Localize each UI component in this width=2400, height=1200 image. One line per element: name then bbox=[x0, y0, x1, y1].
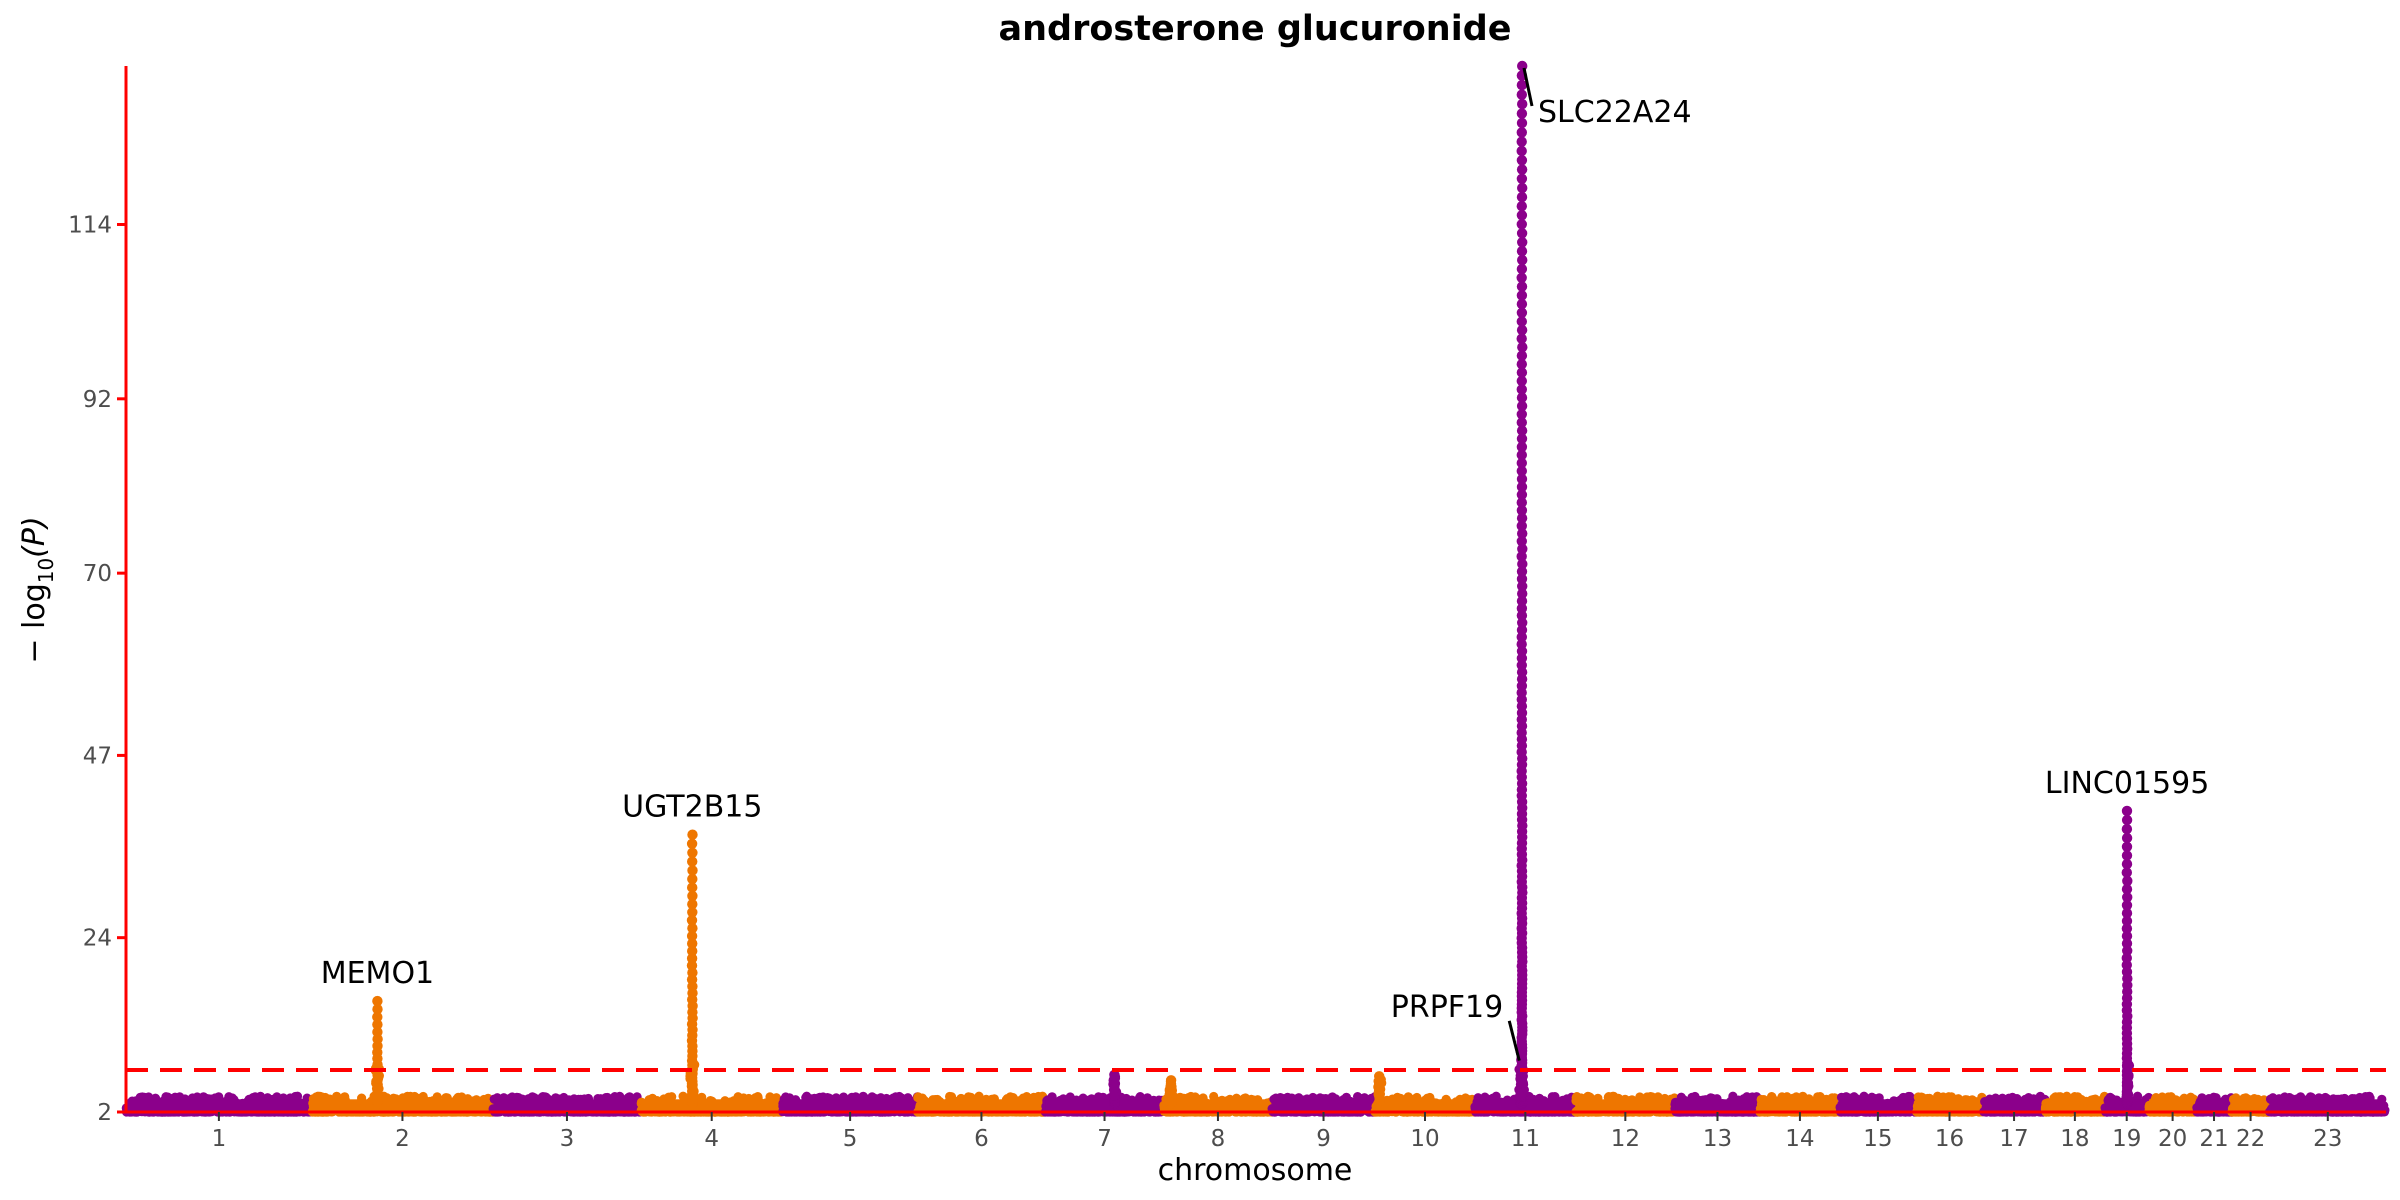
peak-snp-point bbox=[687, 890, 698, 902]
peak-snp-point bbox=[687, 945, 698, 957]
peak-snp-point bbox=[687, 873, 698, 885]
snp-band bbox=[1164, 1099, 1271, 1112]
peak-snp-point bbox=[1516, 108, 1528, 119]
peak-snp-point bbox=[1517, 254, 1528, 266]
peak-base-point bbox=[374, 1083, 384, 1094]
chromosome-2-points bbox=[307, 995, 498, 1117]
peak-snp-point bbox=[1516, 127, 1528, 138]
chromosome-8-points bbox=[1159, 1075, 1277, 1117]
peak-snp-point bbox=[686, 838, 698, 849]
peak-snp-point bbox=[687, 856, 698, 867]
peak-snp-point bbox=[686, 960, 698, 971]
chromosome-10-points bbox=[1370, 1071, 1480, 1117]
snp-band bbox=[1375, 1099, 1474, 1112]
peak-base-point bbox=[689, 1086, 699, 1097]
peak-base-point bbox=[1373, 1082, 1383, 1092]
peak-base-point bbox=[1515, 1091, 1525, 1101]
snp-band bbox=[1272, 1099, 1374, 1112]
peak-snp-point bbox=[1516, 89, 1528, 100]
peak-snp-point bbox=[1517, 98, 1528, 110]
peak-snp-point bbox=[1516, 155, 1528, 166]
peak-snp-point bbox=[1517, 237, 1528, 248]
chromosome-4-points bbox=[636, 829, 787, 1117]
peak-snp-point bbox=[1516, 201, 1528, 212]
peak-snp-point bbox=[1516, 228, 1528, 239]
peak-snp-point bbox=[372, 995, 383, 1007]
peak-snp-point bbox=[372, 1011, 383, 1023]
snp-point bbox=[1005, 1092, 1016, 1102]
peak-snp-point bbox=[686, 915, 698, 926]
peak-base-point bbox=[373, 1073, 384, 1084]
peak-snp-point bbox=[1516, 210, 1528, 221]
peak-snp-point bbox=[687, 847, 698, 858]
peak-snp-point bbox=[1516, 219, 1528, 230]
peak-snp-point bbox=[1517, 182, 1528, 194]
peak-snp-point bbox=[372, 1004, 383, 1015]
peak-snp-point bbox=[686, 953, 698, 964]
snp-point bbox=[255, 1091, 266, 1101]
snp-point bbox=[678, 1091, 688, 1101]
peak-snp-point bbox=[372, 1026, 383, 1038]
snp-band bbox=[493, 1099, 640, 1112]
chromosome-11-points bbox=[1470, 60, 1580, 1117]
snp-band bbox=[1045, 1099, 1163, 1112]
peak-snp-point bbox=[687, 899, 698, 910]
peak-snp-point bbox=[687, 923, 698, 934]
peak-snp-point bbox=[1516, 164, 1528, 175]
snp-band bbox=[312, 1099, 492, 1112]
snp-band bbox=[126, 1099, 311, 1112]
peak-snp-point bbox=[687, 938, 698, 949]
snp-band bbox=[641, 1099, 781, 1112]
peak-snp-point bbox=[687, 882, 698, 893]
peak-snp-point bbox=[1516, 246, 1528, 257]
peak-snp-point bbox=[372, 1019, 383, 1030]
snp-point bbox=[913, 1092, 923, 1102]
peak-snp-point bbox=[1516, 263, 1528, 275]
snp-band bbox=[1576, 1099, 1674, 1112]
peak-snp-point bbox=[1516, 117, 1528, 129]
peak-snp-point bbox=[1516, 173, 1528, 184]
peak-snp-point bbox=[686, 930, 698, 942]
chart-title: androsterone glucuronide bbox=[999, 9, 1512, 49]
peak-snp-point bbox=[687, 829, 698, 840]
data-points bbox=[121, 60, 2390, 1117]
snp-band bbox=[918, 1099, 1044, 1112]
peak-base-point bbox=[687, 1060, 698, 1071]
peak-snp-point bbox=[687, 907, 698, 918]
peak-snp-point bbox=[1516, 145, 1527, 157]
peak-snp-point bbox=[687, 865, 698, 876]
peak-base-point bbox=[1517, 1078, 1527, 1089]
peak-snp-point bbox=[1516, 191, 1528, 203]
peak-base-point bbox=[1110, 1078, 1121, 1089]
snp-band bbox=[783, 1099, 916, 1112]
chromosome-7-points bbox=[1040, 1069, 1169, 1117]
peak-snp-point bbox=[1516, 136, 1527, 147]
peak-base-point bbox=[1167, 1084, 1177, 1094]
